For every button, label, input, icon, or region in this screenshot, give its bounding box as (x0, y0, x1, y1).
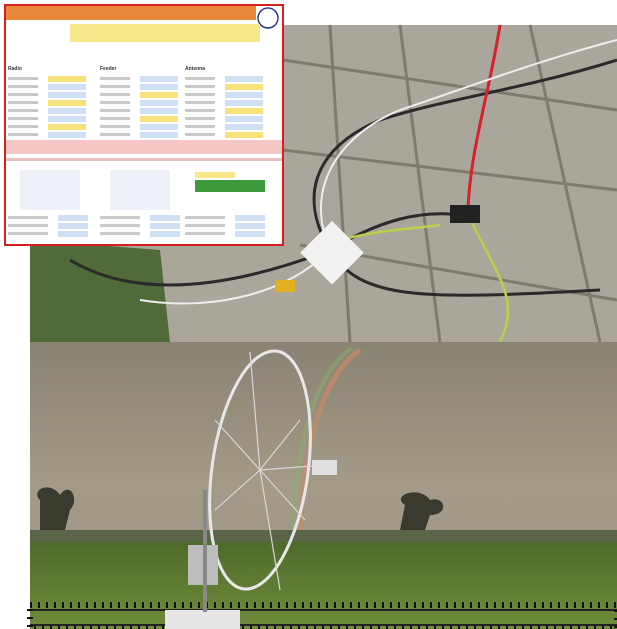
value-cell (225, 76, 263, 82)
label-stub (8, 77, 38, 80)
label-stub (100, 109, 130, 112)
label-stub (100, 232, 140, 235)
label-stub (185, 216, 225, 219)
value-cell (140, 84, 178, 90)
label-stub (8, 232, 48, 235)
label-stub (100, 93, 130, 96)
result-cell (58, 231, 88, 237)
value-cell (140, 116, 178, 122)
label-stub (100, 133, 130, 136)
label-stub (100, 85, 130, 88)
label-stub (185, 117, 215, 120)
result-cell (150, 231, 180, 237)
label-stub (8, 125, 38, 128)
value-cell (140, 100, 178, 106)
value-cell (225, 116, 263, 122)
label-stub (185, 232, 225, 235)
value-cell (48, 108, 86, 114)
value-cell (48, 92, 86, 98)
value-cell (140, 132, 178, 138)
label-stub (185, 101, 215, 104)
label-stub (8, 216, 48, 219)
value-cell (225, 108, 263, 114)
value-cell (225, 100, 263, 106)
label-stub (100, 77, 130, 80)
label-stub (8, 133, 38, 136)
label-stub (185, 125, 215, 128)
value-cell (140, 124, 178, 130)
value-cell (140, 76, 178, 82)
value-cell (225, 124, 263, 130)
label-stub (8, 224, 48, 227)
section-heading: Feeder (100, 66, 116, 72)
value-cell (140, 92, 178, 98)
label-stub (100, 216, 140, 219)
dish-photo (30, 342, 617, 629)
page: Radio Feeder Antenna (() => { const data… (0, 0, 617, 629)
value-cell (48, 132, 86, 138)
result-cell (235, 215, 265, 221)
value-cell (140, 108, 178, 114)
value-cell (225, 92, 263, 98)
result-cell (58, 223, 88, 229)
value-cell (48, 84, 86, 90)
result-cell (235, 231, 265, 237)
value-cell (48, 124, 86, 130)
value-cell (48, 116, 86, 122)
result-cell (150, 215, 180, 221)
label-stub (100, 117, 130, 120)
result-cell (235, 223, 265, 229)
label-stub (100, 224, 140, 227)
result-cell (58, 215, 88, 221)
label-stub (185, 109, 215, 112)
label-stub (185, 93, 215, 96)
section-heading: Antenna (185, 66, 205, 72)
label-stub (8, 117, 38, 120)
spreadsheet-screenshot: Radio Feeder Antenna (5, 5, 283, 245)
value-cell (48, 100, 86, 106)
collage: Radio Feeder Antenna (0, 0, 617, 629)
label-stub (8, 93, 38, 96)
value-cell (225, 132, 263, 138)
label-stub (8, 109, 38, 112)
label-stub (100, 125, 130, 128)
label-stub (8, 101, 38, 104)
value-cell (225, 84, 263, 90)
value-cell (48, 76, 86, 82)
label-stub (185, 133, 215, 136)
label-stub (8, 85, 38, 88)
label-stub (100, 101, 130, 104)
result-cell (150, 223, 180, 229)
label-stub (185, 85, 215, 88)
section-heading: Radio (8, 66, 22, 72)
label-stub (185, 77, 215, 80)
label-stub (185, 224, 225, 227)
